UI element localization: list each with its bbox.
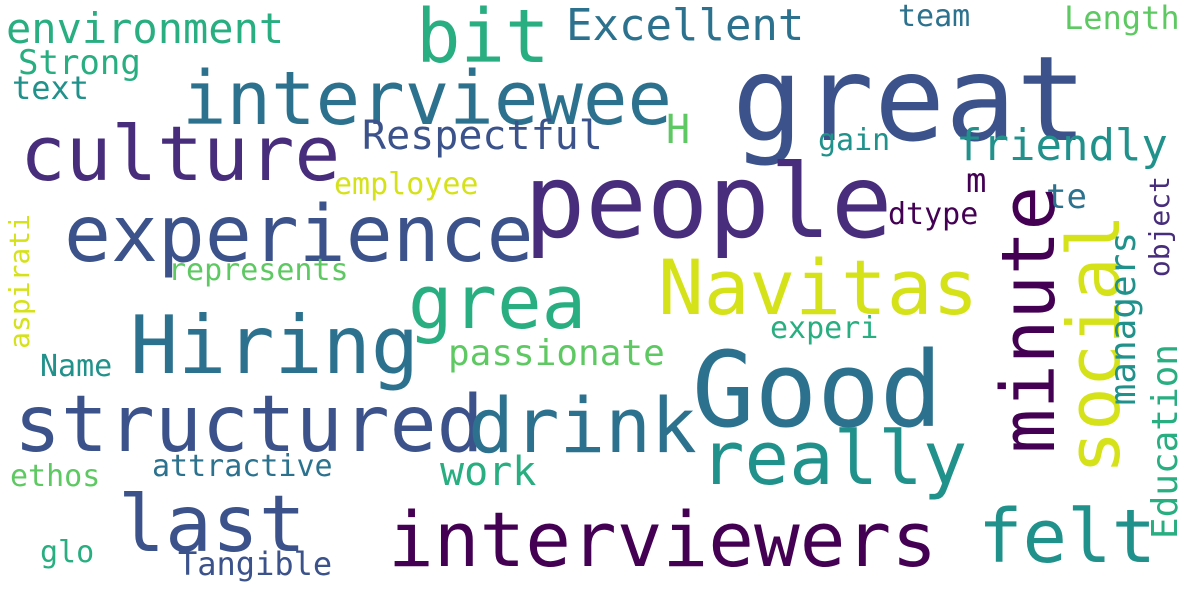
word-represents: represents — [168, 253, 349, 288]
word-interviewee: interviewee — [182, 56, 673, 142]
word-felt: felt — [978, 494, 1157, 580]
word-aspirati: aspirati — [3, 214, 36, 349]
word-text: text — [12, 69, 90, 107]
word-experience: experience — [64, 190, 534, 280]
word-education: Education — [1145, 344, 1186, 540]
word-passionate: passionate — [448, 333, 665, 374]
word-last: last — [118, 480, 306, 570]
word-really: really — [700, 416, 968, 502]
word-h: H — [666, 107, 691, 153]
word-managers: managers — [1103, 232, 1144, 406]
word-good: Good — [692, 329, 943, 451]
word-ethos: ethos — [10, 459, 101, 494]
word-gain: gain — [818, 123, 891, 158]
word-m: m — [966, 161, 987, 201]
word-dtype: dtype — [888, 197, 979, 232]
word-attractive: attractive — [152, 449, 333, 484]
word-environment: environment — [6, 4, 285, 53]
word-great: great — [732, 30, 1088, 168]
word-culture: culture — [20, 109, 341, 198]
word-te: te — [1046, 177, 1087, 217]
word-friendly: friendly — [956, 120, 1168, 171]
word-strong: Strong — [18, 43, 141, 83]
word-tangible: Tangible — [178, 545, 333, 583]
word-bit: bit — [416, 0, 550, 80]
word-employee: employee — [334, 167, 479, 202]
word-name: Name — [40, 349, 113, 384]
word-people: people — [524, 143, 893, 262]
word-experi: experi — [770, 311, 879, 346]
word-interviewers: interviewers — [388, 495, 938, 584]
word-structured: structured — [14, 380, 484, 470]
word-navitas: Navitas — [658, 243, 979, 332]
word-hiring: Hiring — [130, 299, 419, 392]
word-object: object — [1143, 176, 1176, 278]
word-drink: drink — [468, 381, 697, 470]
word-glo: glo — [40, 535, 95, 570]
word-team: team — [898, 0, 971, 34]
word-respectful: Respectful — [362, 113, 603, 159]
word-work: work — [440, 449, 537, 495]
word-excellent: Excellent — [566, 0, 805, 51]
word-length: Length — [1064, 0, 1180, 37]
word-grea: grea — [408, 260, 587, 346]
